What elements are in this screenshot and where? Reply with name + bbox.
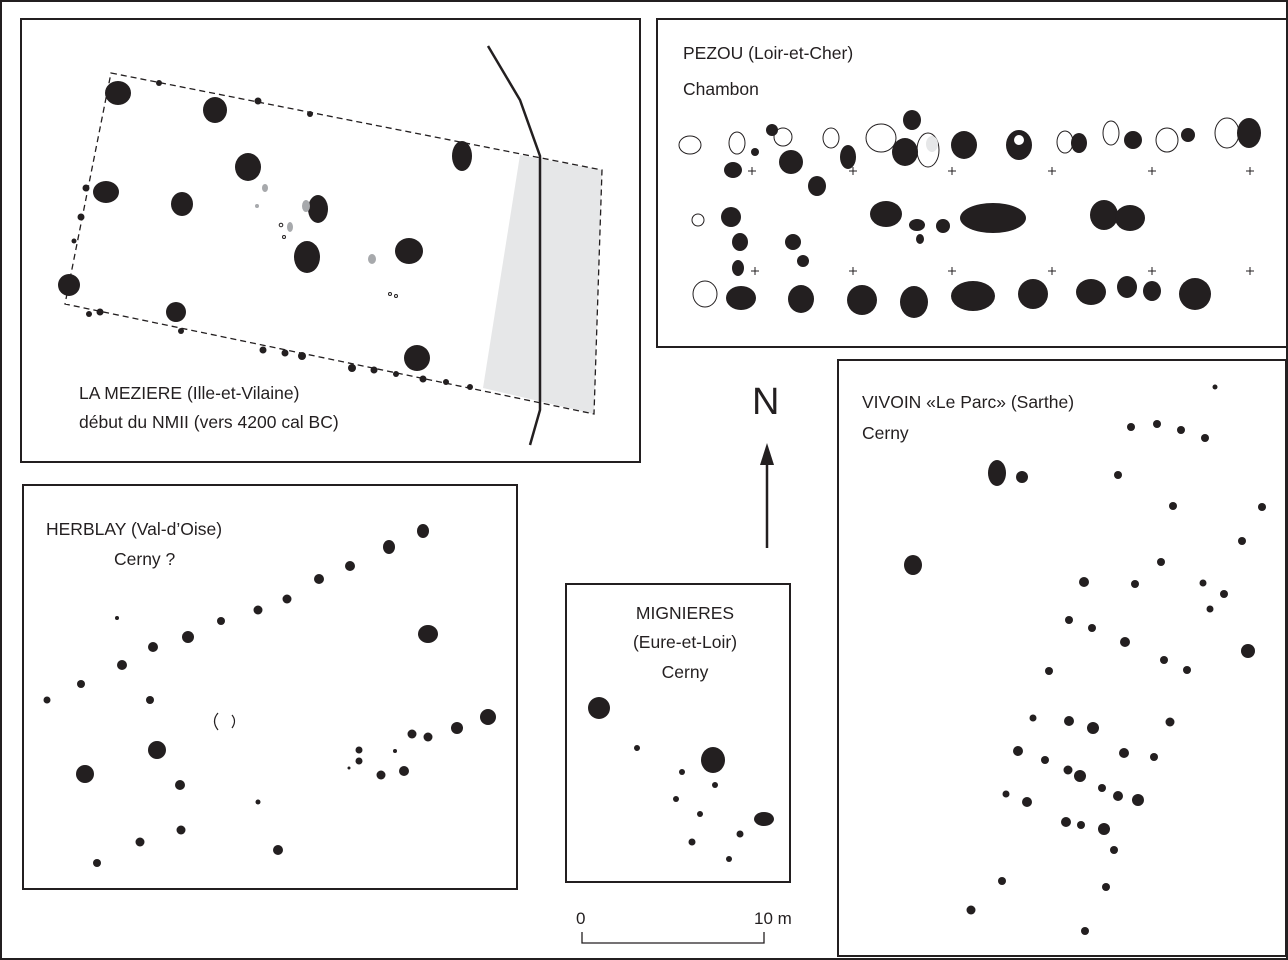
- la-meziere-plan: [58, 45, 603, 446]
- mignieres-period: Cerny: [661, 662, 709, 682]
- herblay-plan: [43, 524, 496, 867]
- scale-start-label: 0: [576, 909, 586, 928]
- panel-la-meziere: [20, 18, 641, 463]
- scale-bar-line: [581, 932, 765, 944]
- panel-vivoin: [837, 359, 1287, 957]
- modern-ditch-line: [486, 45, 542, 446]
- herblay-open-post: [213, 712, 236, 731]
- la-meziere-period: début du NMII (vers 4200 cal BC): [79, 412, 339, 432]
- scale-end-label: 10 m: [754, 909, 792, 928]
- vivoin-title: VIVOIN «Le Parc» (Sarthe): [862, 392, 1075, 412]
- la-meziere-title: LA MEZIERE (Ille-et-Vilaine): [79, 383, 300, 403]
- herblay-period: Cerny ?: [114, 549, 176, 569]
- mignieres-title: MIGNIERES: [635, 603, 735, 623]
- vivoin-period: Cerny: [862, 423, 909, 443]
- pezou-plan: [678, 110, 1261, 318]
- pezou-period: Chambon: [683, 79, 759, 99]
- herblay-title: HERBLAY (Val-d’Oise): [46, 519, 223, 539]
- mignieres-plan: [588, 697, 774, 862]
- north-arrow-shape: [760, 443, 774, 548]
- excavation-grey-zone: [483, 155, 602, 414]
- mignieres-department: (Eure-et-Loir): [632, 632, 738, 652]
- panel-pezou: [656, 18, 1288, 348]
- north-label: N: [752, 381, 780, 423]
- pezou-title: PEZOU (Loir-et-Cher): [683, 43, 854, 63]
- panel-herblay: [22, 484, 518, 890]
- panel-mignieres: [565, 583, 791, 883]
- building-outline: [64, 72, 603, 415]
- vivoin-plan: [904, 384, 1266, 935]
